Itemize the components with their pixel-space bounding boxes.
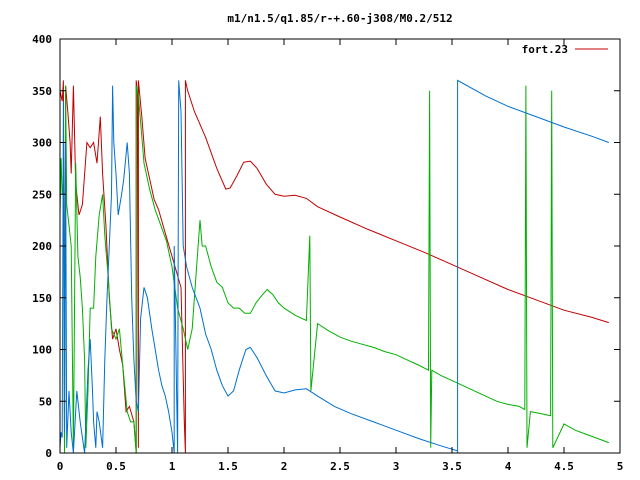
- y-tick-label: 150: [32, 292, 52, 305]
- x-tick-label: 0.5: [106, 460, 126, 473]
- y-tick-label: 100: [32, 344, 52, 357]
- chart-title: m1/n1.5/q1.85/r-+.60-j308/M0.2/512: [227, 12, 452, 25]
- x-tick-label: 4.5: [554, 460, 574, 473]
- y-tick-label: 200: [32, 240, 52, 253]
- y-tick-label: 250: [32, 188, 52, 201]
- x-tick-label: 2: [281, 460, 288, 473]
- series-line-3: [59, 79, 609, 454]
- legend-label: fort.23: [522, 43, 568, 56]
- x-tick-label: 1.5: [218, 460, 238, 473]
- ticks-layer: 0 0.5 1 1.5 2 2.5 3 3.5 4 4.5 50501001502002503003…: [32, 33, 623, 473]
- y-tick-label: 400: [32, 33, 52, 46]
- x-tick-label: 5: [617, 460, 624, 473]
- y-tick-label: 50: [39, 395, 52, 408]
- x-tick-label: 0: [57, 460, 64, 473]
- series-layer: [59, 79, 609, 454]
- x-tick-label: 2.5: [330, 460, 350, 473]
- y-tick-label: 300: [32, 137, 52, 150]
- x-tick-label: 3.5: [442, 460, 462, 473]
- x-tick-label: 4: [505, 460, 512, 473]
- x-tick-label: 3: [393, 460, 400, 473]
- legend: fort.23: [522, 43, 608, 56]
- series-line-2: [59, 85, 609, 454]
- series-line-1: [59, 80, 609, 454]
- y-tick-label: 350: [32, 85, 52, 98]
- y-tick-label: 0: [45, 447, 52, 460]
- x-tick-label: 1: [169, 460, 176, 473]
